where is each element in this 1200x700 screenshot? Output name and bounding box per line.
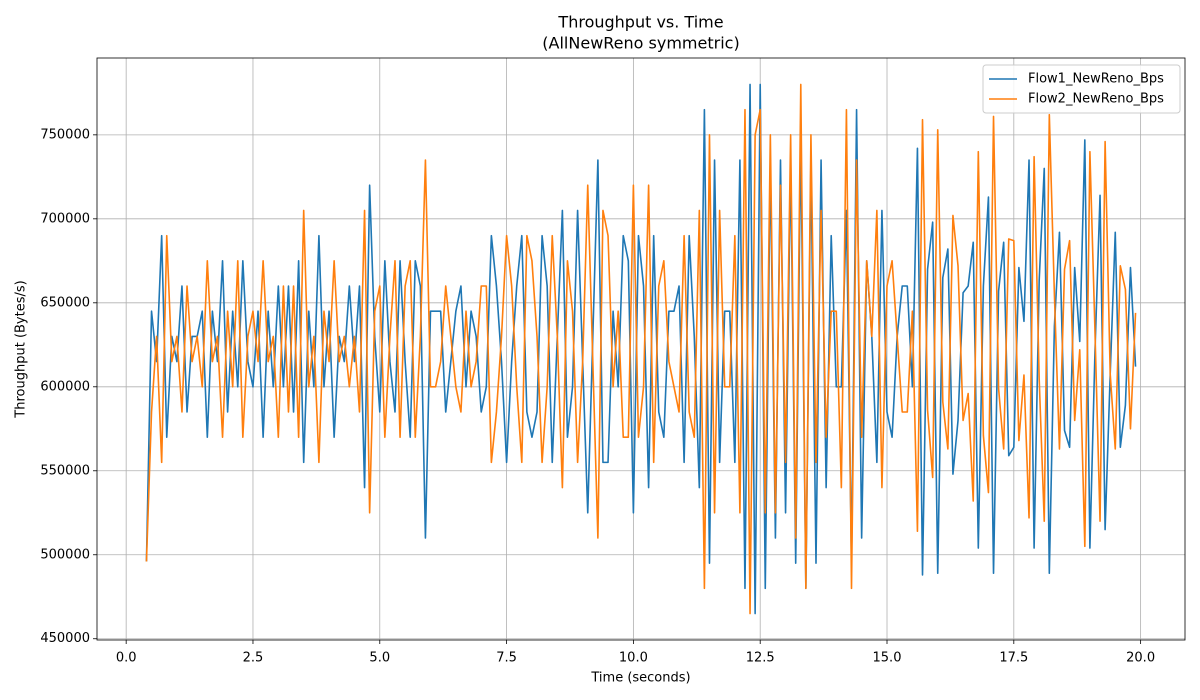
y-tick-label: 650000 (40, 295, 90, 310)
series-line (145, 83, 1137, 615)
x-tick-label: 10.0 (619, 651, 648, 666)
x-tick-label: 2.5 (243, 651, 264, 666)
x-tick-label: 20.0 (1126, 651, 1155, 666)
y-tick-label: 750000 (40, 127, 90, 142)
series-line (145, 83, 1137, 615)
y-tick-label: 550000 (40, 463, 90, 478)
y-tick-label: 450000 (40, 631, 90, 646)
legend-box (982, 64, 1181, 114)
x-axis-label: Time (seconds) (590, 671, 690, 686)
x-tick-label: 5.0 (369, 651, 390, 666)
legend: Flow1_NewReno_Bps Flow2_NewReno_Bps (982, 64, 1181, 114)
plot-lines (145, 83, 1137, 615)
x-tick-label: 12.5 (746, 651, 775, 666)
x-tick-label: 17.5 (999, 651, 1028, 666)
legend-label: Flow1_NewReno_Bps (1028, 72, 1164, 87)
x-tick-label: 7.5 (496, 651, 517, 666)
x-tick-label: 15.0 (873, 651, 902, 666)
y-tick-label: 700000 (40, 211, 90, 226)
plot-frame (96, 57, 1186, 641)
legend-label: Flow2_NewReno_Bps (1028, 92, 1164, 107)
chart-subtitle: (AllNewReno symmetric) (542, 34, 739, 53)
y-tick-label: 500000 (40, 547, 90, 562)
grid: 0.0 2.5 5.0 7.5 10.0 12.5 15.0 17.5 20.0 450000 50… (40, 58, 1185, 666)
x-tick-label: 0.0 (116, 651, 137, 666)
y-tick-label: 600000 (40, 379, 90, 394)
chart-title: Throughput vs. Time (557, 13, 723, 32)
y-axis-label: Throughput (Bytes/s) (14, 280, 29, 418)
